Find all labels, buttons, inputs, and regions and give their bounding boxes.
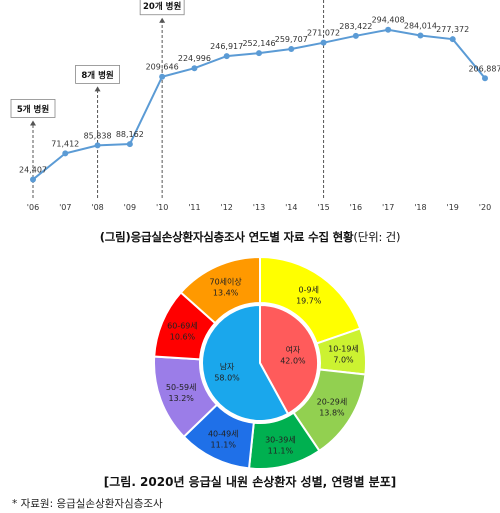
data-label-10: 283,422 (339, 22, 372, 31)
x-tick-label-14: '20 (479, 203, 491, 212)
age-slice-7 (179, 255, 261, 325)
donut-chart-caption: [그림. 2020년 응급실 내원 손상환자 성별, 연령별 분포] (103, 475, 397, 489)
gender-slice-1 (201, 303, 290, 422)
gender-slice-0 (259, 303, 319, 416)
data-point-0 (30, 176, 36, 183)
data-label-5: 224,996 (178, 54, 211, 63)
annotation-arrowhead-0 (30, 120, 36, 126)
data-label-2: 85,838 (84, 131, 112, 140)
x-tick-label-5: '11 (188, 203, 200, 212)
data-point-10 (352, 32, 359, 39)
gender-age-donut-chart: 0-9세 19.7% 10-19세 7.0% 20-29세 13.8% 30-39세 11.1… (153, 255, 367, 470)
data-label-14: 206,887 (468, 64, 500, 73)
age-slice-label-0: 0-9세 (299, 286, 319, 295)
data-point-13 (449, 36, 456, 43)
age-slice-label-3: 30-39세 (265, 435, 296, 444)
x-tick-label-7: '13 (253, 203, 265, 212)
x-tick-label-10: '16 (350, 203, 362, 212)
age-slice-label-2: 20-29세 (317, 397, 348, 406)
data-label-6: 246,917 (210, 42, 243, 51)
age-slice-label-4: 40-49세 (208, 430, 239, 439)
age-slice-value-7: 13.4% (213, 288, 239, 297)
age-slice-value-0: 19.7% (296, 297, 322, 306)
data-point-14 (482, 75, 488, 82)
gender-slice-value-1: 58.0% (214, 373, 240, 382)
gender-slice-value-0: 42.0% (280, 357, 306, 366)
age-slice-value-4: 11.1% (211, 441, 237, 450)
annotation-label-2: 20개 병원 (143, 1, 181, 12)
line-chart-caption-unit: (단위: 건) (353, 230, 401, 244)
data-point-2 (94, 142, 101, 149)
age-slice-value-2: 13.8% (319, 408, 345, 417)
x-tick-label-0: '06 (27, 203, 39, 212)
annotation-label-0: 5개 병원 (17, 104, 50, 115)
data-label-4: 209,646 (146, 63, 179, 72)
age-slice-value-3: 11.1% (268, 446, 294, 455)
age-slice-value-6: 10.6% (170, 333, 196, 342)
x-tick-label-2: '08 (91, 203, 103, 212)
data-point-11 (385, 26, 392, 33)
x-tick-label-8: '14 (285, 203, 297, 212)
source-note: * 자료원: 응급실손상환자심층조사 (12, 498, 163, 510)
data-point-1 (62, 150, 69, 157)
x-tick-label-13: '19 (447, 203, 459, 212)
age-slice-label-7: 70세이상 (210, 276, 243, 286)
data-point-4 (159, 73, 166, 80)
age-slice-label-6: 60-69세 (167, 322, 198, 331)
gender-slice-label-1: 남자 (220, 362, 235, 371)
age-slice-value-1: 7.0% (333, 356, 354, 365)
age-slice-label-1: 10-19세 (328, 345, 359, 354)
gender-slice-label-0: 여자 (286, 345, 301, 355)
line-chart-caption-title: (그림)응급실손상환자심층조사 연도별 자료 수집 현황 (99, 230, 354, 244)
data-label-0: 24,407 (19, 165, 47, 174)
x-tick-label-6: '12 (221, 203, 233, 212)
annotation-box-1 (75, 64, 120, 84)
data-label-7: 252,146 (242, 39, 275, 48)
age-slice-value-5: 13.2% (168, 394, 194, 403)
x-tick-label-1: '07 (59, 203, 71, 212)
data-label-1: 71,412 (51, 139, 79, 148)
x-tick-label-3: '09 (124, 203, 136, 212)
data-label-13: 277,372 (436, 25, 469, 34)
data-label-9: 271,072 (307, 29, 340, 38)
data-point-5 (191, 65, 198, 72)
age-slice-label-5: 50-59세 (166, 383, 197, 392)
annotation-arrowhead-1 (94, 86, 101, 92)
x-tick-label-11: '17 (382, 203, 394, 212)
data-point-12 (417, 32, 424, 39)
x-tick-label-9: '15 (317, 203, 329, 212)
annotation-label-1: 8개 병원 (81, 70, 114, 81)
annotation-box-2 (139, 0, 185, 16)
data-point-7 (256, 50, 262, 57)
data-point-3 (126, 141, 133, 148)
data-label-3: 88,162 (116, 130, 144, 139)
data-point-9 (320, 39, 327, 46)
data-label-12: 284,014 (404, 22, 437, 31)
data-point-8 (288, 45, 295, 52)
annotation-arrowhead-2 (159, 17, 166, 23)
x-tick-label-4: '10 (156, 203, 168, 212)
line-chart-caption: (그림)응급실손상환자심층조사 연도별 자료 수집 현황(단위: 건) (0, 229, 500, 245)
x-tick-label-12: '18 (414, 203, 426, 212)
data-point-6 (223, 53, 230, 60)
annotation-box-0 (10, 99, 56, 118)
data-label-11: 294,408 (372, 16, 405, 25)
data-label-8: 259,707 (275, 35, 308, 44)
